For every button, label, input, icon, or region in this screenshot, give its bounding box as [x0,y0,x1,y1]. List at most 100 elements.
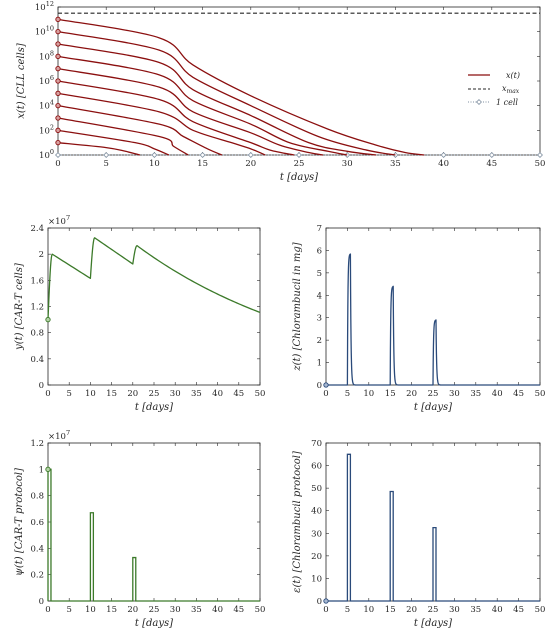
y-ytick-label: 0.4 [30,355,44,365]
one-cell-marker [440,152,447,158]
eps-ytick-label: 70 [311,439,322,449]
psi-xtick-label: 45 [233,605,244,615]
y-xtick-label: 25 [149,389,160,399]
y-y-axis-label: y(t) [CAR-T cells] [14,263,25,351]
x-ytick-label: 1012 [35,0,54,13]
z-xtick-label: 0 [323,389,328,399]
eps-ytick-label: 60 [311,462,322,472]
y-xtick-label: 5 [66,389,71,399]
eps-ytick-label: 10 [311,574,322,584]
psi-xtick-label: 0 [45,605,50,615]
cll-initial-point-0 [55,16,61,22]
eps-xtick-label: 40 [492,605,503,615]
eps-ytick-label: 20 [311,552,322,562]
cll-curve-1 [57,31,396,156]
eps-ytick-label: 50 [311,484,322,494]
x-xtick-label: 40 [438,159,449,169]
psi-ytick-label: 0.2 [30,571,44,581]
cll-curve-8 [57,117,189,156]
y-ytick-label: 1.2 [30,303,44,313]
z-xtick-label: 15 [385,389,396,399]
y-ytick-label: 0 [39,381,44,391]
x-ytick-label: 102 [39,123,54,136]
cll-initial-point-2 [55,41,61,47]
psi-ytick-label: 1 [39,465,44,475]
psi-xtick-label: 5 [66,605,71,615]
chlorambucil-curve [325,253,541,386]
eps-xtick-label: 25 [428,605,439,615]
cll-initial-point-7 [55,103,61,109]
x-ytick-label: 100 [39,148,54,161]
y-xtick-label: 0 [45,389,50,399]
x-xtick-label: 50 [535,159,546,169]
y-xtick-label: 35 [191,389,202,399]
cll-initial-point-5 [55,78,61,84]
y-ytick-label: 2 [39,250,44,260]
x-xtick-label: 45 [486,159,497,169]
cll-initial-point-8 [55,115,61,121]
eps-xtick-label: 50 [535,605,546,615]
psi-xtick-label: 35 [191,605,202,615]
y-ytick-label: 2.4 [30,224,44,234]
x-x-axis-label: t [days] [280,172,318,183]
cll-initial-point-6 [55,90,61,96]
eps-xtick-label: 35 [470,605,481,615]
cll-curve-10 [57,142,141,156]
psi-x-axis-label: t [days] [135,618,173,629]
z-xtick-label: 20 [406,389,417,399]
cll-curve-3 [57,55,348,156]
z-ytick-label: 3 [317,314,322,324]
z-ytick-label: 7 [317,224,322,234]
cll-curve-9 [57,129,170,156]
z-ytick-label: 4 [317,291,322,301]
z-ytick-label: 2 [317,336,322,346]
cll-initial-point-1 [55,29,61,35]
z-xtick-label: 45 [513,389,524,399]
eps-ytick-label: 0 [317,597,322,607]
eps-ytick-label: 30 [311,529,322,539]
one-cell-marker [296,152,302,158]
z-x-axis-label: t [days] [414,402,452,413]
psi-ytick-label: 0.6 [30,518,44,528]
cll-initial-point-3 [55,53,61,59]
psi-ytick-label: 0.4 [30,544,44,554]
legend-label-xmax: xmax [502,84,520,95]
y-xtick-label: 20 [127,389,138,399]
z-ytick-label: 1 [317,359,322,369]
cart-protocol-curve [47,468,260,602]
psi-xtick-label: 25 [149,605,160,615]
y-xtick-label: 50 [255,389,266,399]
y-ytick-label: 1.6 [30,276,44,286]
cll-curve-7 [57,105,223,156]
psi-xtick-label: 40 [212,605,223,615]
psi-plot-frame [47,442,261,602]
z-y-axis-label: z(t) [Chlorambucil in mg] [292,242,303,371]
z-ytick-label: 5 [317,269,322,279]
one-cell-marker [55,152,61,158]
psi-xtick-label: 10 [85,605,96,615]
legend-label-one-cell: 1 cell [496,98,518,107]
z-xtick-label: 50 [535,389,546,399]
chlorambucil-protocol-initial-point [323,598,329,604]
x-xtick-label: 0 [55,159,60,169]
x-xtick-label: 10 [149,159,160,169]
eps-xtick-label: 20 [406,605,417,615]
cart-protocol-initial-point [45,466,51,472]
x-ytick-label: 106 [39,74,54,87]
cart-cells-curve [47,237,261,320]
z-ytick-label: 6 [317,246,322,256]
cll-curve-6 [57,92,266,156]
cll-curve-5 [57,80,295,156]
cll-initial-point-4 [55,66,61,72]
eps-xtick-label: 0 [323,605,328,615]
one-cell-marker [199,152,206,158]
psi-xtick-label: 20 [127,605,138,615]
psi-ytick-label: 0.8 [30,492,44,502]
psi-xtick-label: 15 [106,605,117,615]
one-cell-marker [537,152,543,158]
eps-xtick-label: 30 [449,605,460,615]
legend-marker-one-cell [476,99,482,105]
cll-curve-4 [57,68,324,156]
x-xtick-label: 5 [103,159,108,169]
